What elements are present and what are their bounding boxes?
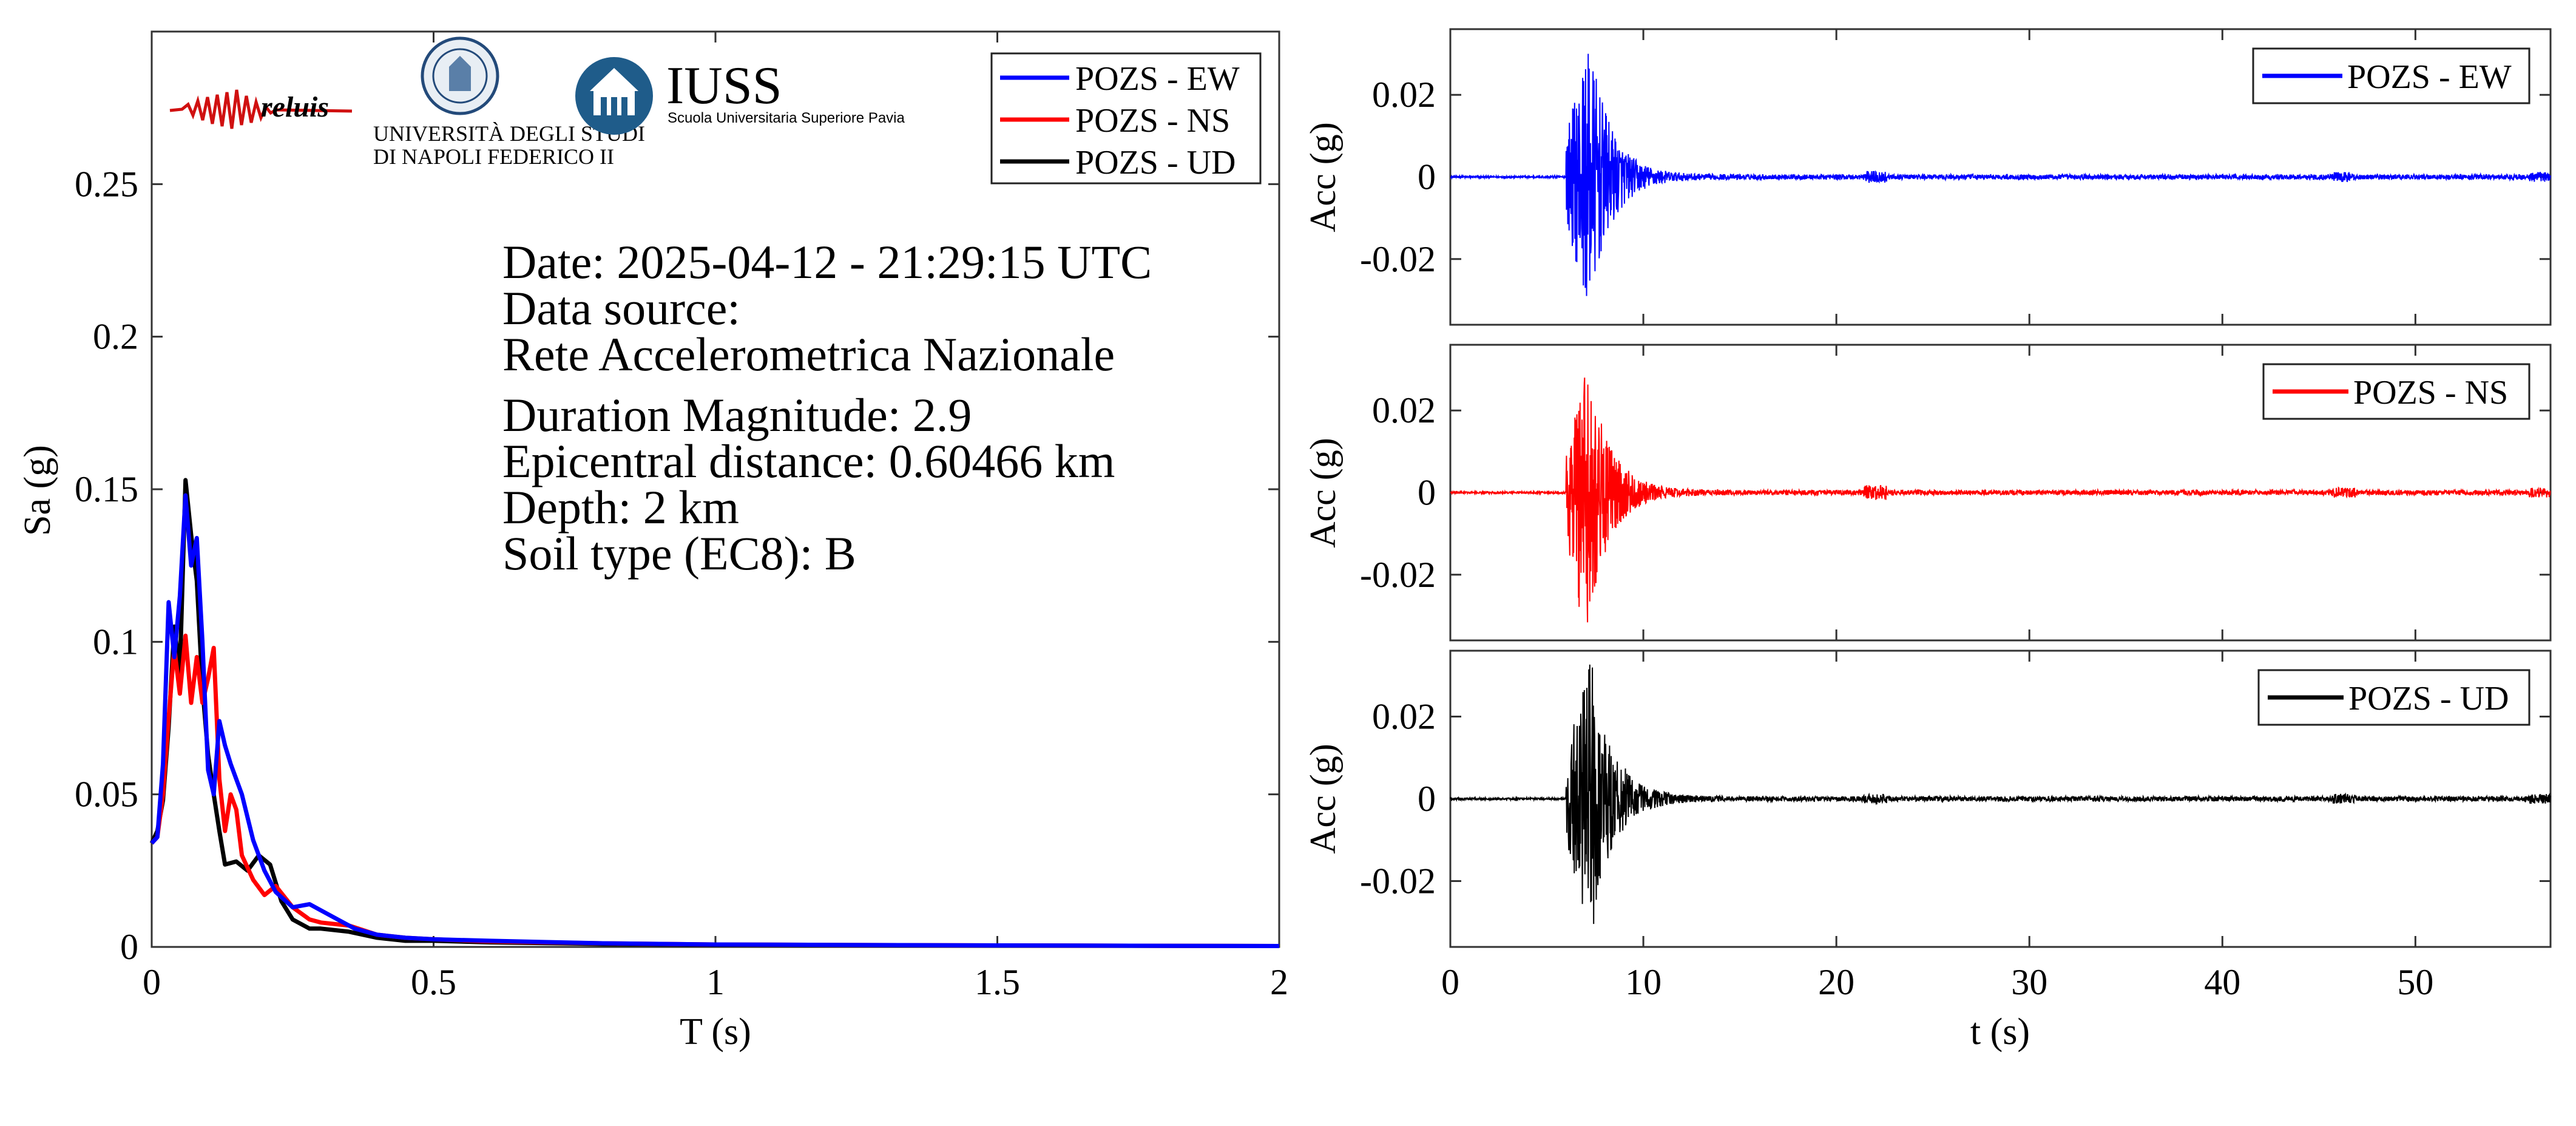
event-info: Date: 2025-04-12 - 21:29:15 UTC Data sou… — [502, 236, 1152, 580]
acc-xtick-label: 20 — [1818, 962, 1854, 1002]
reluis-logo: reluis — [169, 89, 353, 129]
acc-ytick-label: 0 — [1418, 779, 1436, 819]
acc-ytick-label: -0.02 — [1360, 861, 1436, 901]
ew-legend: POZS - EW — [2252, 47, 2530, 104]
iuss-subtitle: Scuola Universitaria Superiore Pavia — [668, 110, 905, 126]
ud-ylabel: Acc (g) — [1303, 744, 1343, 854]
spectrum-lines — [149, 478, 1280, 948]
info-source-label: Data source: — [502, 282, 740, 334]
spectrum-ylabel: Sa (g) — [17, 445, 58, 536]
spectrum-xtick-label: 1.5 — [975, 962, 1020, 1002]
info-date: Date: 2025-04-12 - 21:29:15 UTC — [502, 236, 1152, 288]
acc-ytick-label: 0 — [1418, 157, 1436, 197]
spectrum-ytick-label: 0 — [120, 927, 138, 967]
spectrum-xtick-label: 0 — [143, 962, 161, 1002]
acc-ytick-label: -0.02 — [1360, 239, 1436, 279]
spectrum-xlabel: T (s) — [680, 1011, 751, 1053]
spectrum-ticks: 0 0.5 1 1.5 2 0 0.05 0.1 0.15 0.2 0.25 — [75, 32, 1288, 1002]
spectrum-ytick-label: 0.25 — [75, 164, 138, 204]
iuss-title: IUSS — [666, 56, 782, 115]
spectrum-xtick-label: 2 — [1270, 962, 1288, 1002]
spectrum-ytick-label: 0.15 — [75, 469, 138, 509]
spectrum-xtick-label: 1 — [706, 962, 725, 1002]
acc-xtick-label: 10 — [1625, 962, 1662, 1002]
spectrum-legend: POZS - EW POZS - NS POZS - UD — [990, 52, 1262, 185]
unina-text-line2: DI NAPOLI FEDERICO II — [373, 144, 614, 169]
ew-ticks: -0.02 0 0.02 — [1360, 29, 2551, 325]
ud-legend: POZS - UD — [2257, 669, 2530, 726]
timehistory-xlabel: t (s) — [1970, 1011, 2030, 1053]
legend-label-ew: POZS - EW — [1075, 60, 1240, 98]
ew-acceleration-trace — [1450, 53, 2551, 296]
acc-ytick-label: 0 — [1418, 473, 1436, 513]
timehistory-ew-panel: -0.02 0 0.02 Acc (g) POZS - EW — [1303, 28, 2552, 326]
legend-label-ud: POZS - UD — [1075, 144, 1236, 181]
acc-ytick-label: 0.02 — [1372, 75, 1436, 115]
spectrum-ytick-label: 0.1 — [93, 622, 138, 662]
ns-acceleration-trace — [1450, 378, 2551, 623]
acc-xtick-label: 40 — [2204, 962, 2240, 1002]
ew-ylabel: Acc (g) — [1303, 122, 1343, 232]
ew-legend-label: POZS - EW — [2347, 58, 2512, 96]
legend-label-ns: POZS - NS — [1075, 102, 1230, 140]
spectrum-ytick-label: 0.2 — [93, 317, 138, 357]
ns-ylabel: Acc (g) — [1303, 438, 1343, 548]
ud-acceleration-trace — [1450, 664, 2551, 924]
info-distance: Epicentral distance: 0.60466 km — [502, 435, 1115, 487]
ns-ticks: -0.02 0 0.02 — [1360, 345, 2551, 640]
acc-ytick-label: 0.02 — [1372, 696, 1436, 736]
info-soil: Soil type (EC8): B — [502, 527, 856, 580]
spectrum-line-ew — [150, 493, 1280, 948]
spectrum-panel: 0 0.5 1 1.5 2 0 0.05 0.1 0.15 0.2 0.25 T (s) Sa (g… — [17, 30, 1288, 1053]
acc-ytick-label: -0.02 — [1360, 555, 1436, 595]
acc-xtick-label: 0 — [1441, 962, 1459, 1002]
ns-legend-label: POZS - NS — [2353, 374, 2508, 412]
ns-legend: POZS - NS — [2262, 363, 2530, 420]
reluis-text: reluis — [261, 91, 329, 123]
reluis-wave-icon — [169, 89, 353, 129]
info-source: Rete Accelerometrica Nazionale — [502, 328, 1115, 381]
ud-ticks: -0.02 0 0.02 0 10 20 30 40 50 — [1360, 651, 2551, 1002]
acc-xtick-label: 50 — [2397, 962, 2433, 1002]
iuss-logo: IUSS Scuola Universitaria Superiore Pavi… — [575, 56, 905, 135]
acc-ytick-label: 0.02 — [1372, 390, 1436, 430]
timehistory-ns-panel: -0.02 0 0.02 Acc (g) POZS - NS — [1303, 344, 2552, 642]
ud-legend-label: POZS - UD — [2348, 680, 2509, 717]
info-depth: Depth: 2 km — [502, 481, 739, 534]
spectrum-xtick-label: 0.5 — [411, 962, 456, 1002]
spectrum-ytick-label: 0.05 — [75, 775, 138, 815]
info-magnitude: Duration Magnitude: 2.9 — [502, 388, 972, 441]
acc-xtick-label: 30 — [2011, 962, 2047, 1002]
